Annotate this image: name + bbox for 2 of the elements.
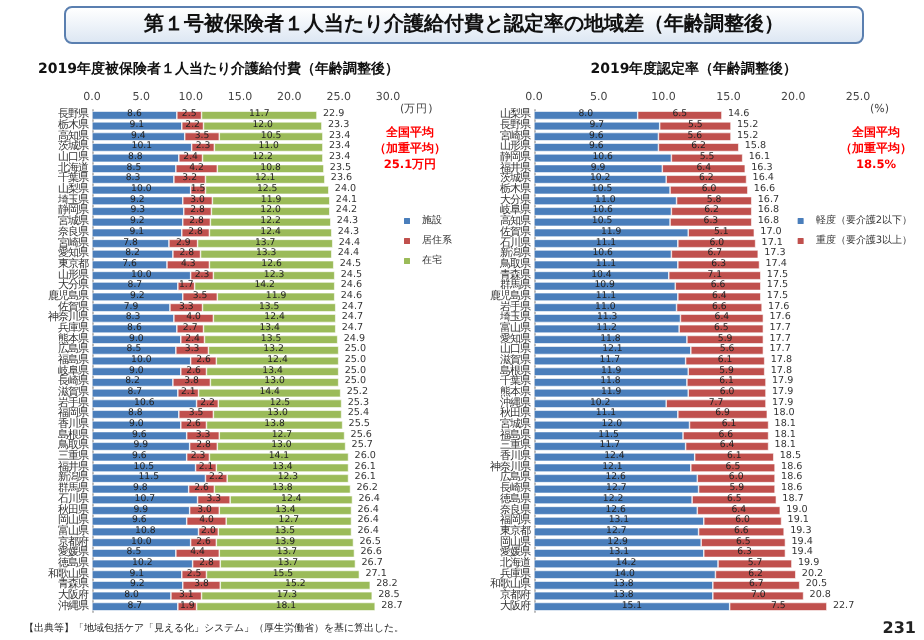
text: 231 <box>882 619 917 637</box>
text: 第１号被保険者１人当たり介護給付費と認定率の地域差（年齢調整後） <box>64 6 864 44</box>
